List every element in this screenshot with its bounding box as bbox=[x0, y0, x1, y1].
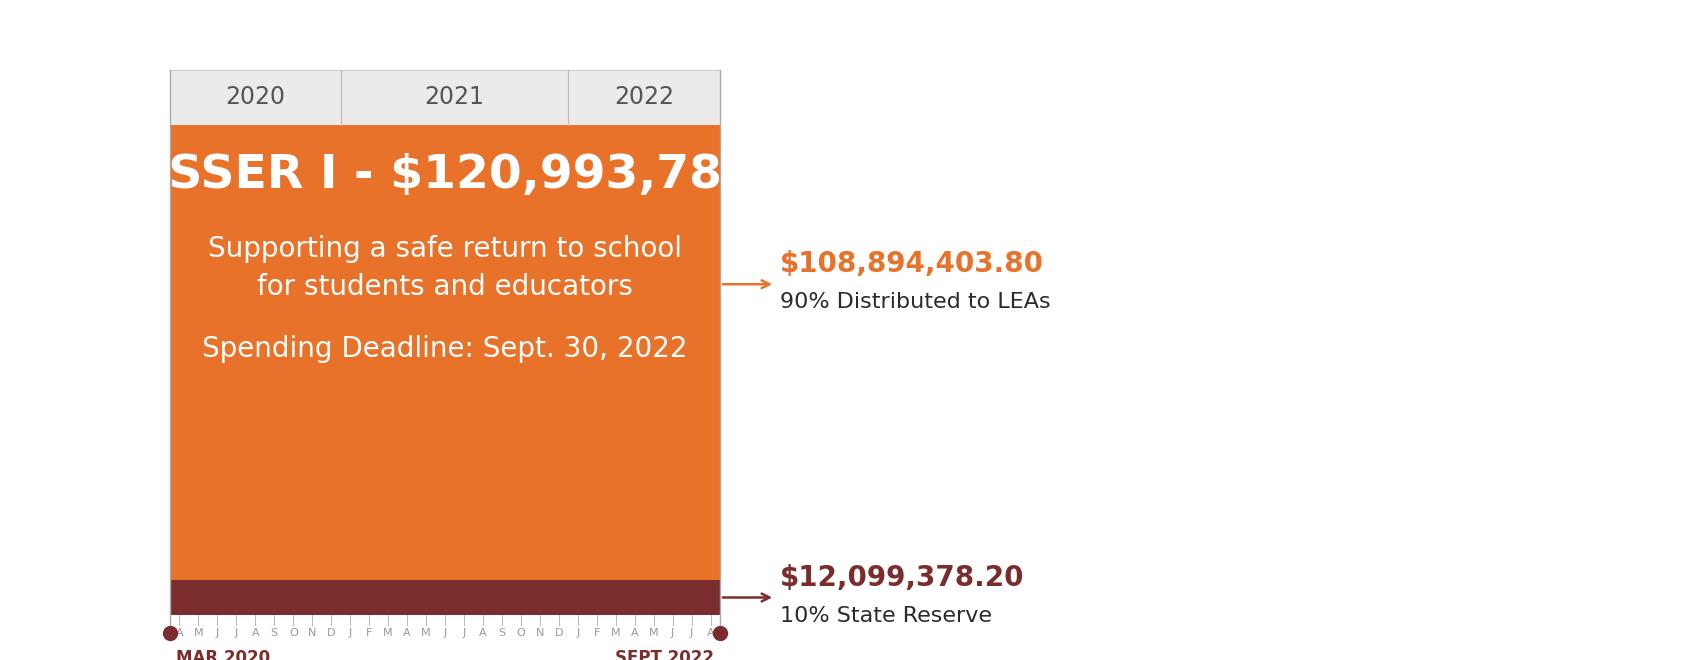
Text: O: O bbox=[517, 628, 525, 638]
Text: 2020: 2020 bbox=[225, 86, 285, 110]
Text: J: J bbox=[462, 628, 465, 638]
Text: MAR 2020: MAR 2020 bbox=[176, 649, 269, 660]
Text: S: S bbox=[271, 628, 278, 638]
Text: J: J bbox=[235, 628, 239, 638]
Text: J: J bbox=[689, 628, 692, 638]
Text: $108,894,403.80: $108,894,403.80 bbox=[779, 250, 1043, 279]
Bar bbox=[170, 70, 720, 125]
Text: SEPT 2022: SEPT 2022 bbox=[614, 649, 714, 660]
Text: J: J bbox=[576, 628, 580, 638]
Text: M: M bbox=[610, 628, 621, 638]
Text: ESSER I - $120,993,782: ESSER I - $120,993,782 bbox=[135, 153, 754, 198]
Text: 2022: 2022 bbox=[614, 86, 673, 110]
Text: D: D bbox=[554, 628, 563, 638]
Text: Spending Deadline: Sept. 30, 2022: Spending Deadline: Sept. 30, 2022 bbox=[203, 335, 687, 363]
Text: A: A bbox=[706, 628, 714, 638]
Bar bbox=[170, 580, 720, 615]
Bar bbox=[170, 585, 720, 645]
Text: A: A bbox=[402, 628, 411, 638]
Text: A: A bbox=[176, 628, 182, 638]
Text: 2021: 2021 bbox=[425, 86, 484, 110]
Text: 10% State Reserve: 10% State Reserve bbox=[779, 605, 991, 626]
Text: 90% Distributed to LEAs: 90% Distributed to LEAs bbox=[779, 292, 1050, 312]
Text: A: A bbox=[251, 628, 259, 638]
Text: A: A bbox=[631, 628, 638, 638]
Text: for students and educators: for students and educators bbox=[257, 273, 633, 301]
Text: J: J bbox=[443, 628, 447, 638]
Text: F: F bbox=[593, 628, 600, 638]
Text: F: F bbox=[367, 628, 372, 638]
Text: N: N bbox=[535, 628, 544, 638]
Text: J: J bbox=[670, 628, 673, 638]
Text: J: J bbox=[215, 628, 218, 638]
Text: M: M bbox=[648, 628, 658, 638]
Text: S: S bbox=[498, 628, 505, 638]
Text: M: M bbox=[421, 628, 431, 638]
Text: J: J bbox=[348, 628, 351, 638]
Text: M: M bbox=[194, 628, 203, 638]
Text: A: A bbox=[479, 628, 486, 638]
Text: N: N bbox=[309, 628, 315, 638]
Text: D: D bbox=[327, 628, 336, 638]
Bar bbox=[170, 125, 720, 580]
Text: Supporting a safe return to school: Supporting a safe return to school bbox=[208, 235, 682, 263]
Text: O: O bbox=[288, 628, 297, 638]
Text: M: M bbox=[384, 628, 392, 638]
Text: $12,099,378.20: $12,099,378.20 bbox=[779, 564, 1025, 591]
